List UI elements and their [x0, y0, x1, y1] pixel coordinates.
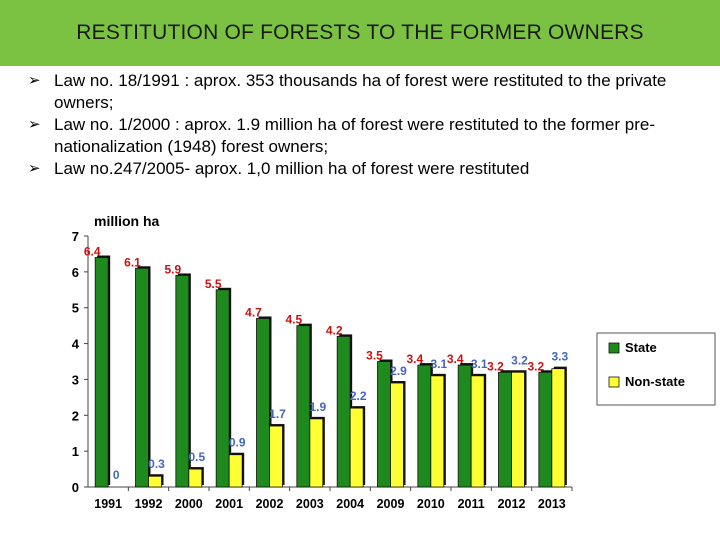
page-title: RESTITUTION OF FORESTS TO THE FORMER OWN…	[76, 21, 644, 44]
x-tick-label: 2000	[175, 497, 203, 511]
data-label: 0.9	[229, 436, 246, 450]
data-label: 0.3	[148, 457, 165, 471]
arrowhead-right-icon: ➢	[28, 116, 41, 133]
bar-non-state	[349, 407, 364, 488]
y-tick-label: 4	[72, 337, 80, 352]
legend-swatch	[608, 376, 620, 388]
bullet-text: Law no. 18/1991 : aprox. 353 thousands h…	[54, 71, 667, 112]
legend-swatch	[608, 342, 620, 354]
data-label: 3.2	[487, 359, 504, 373]
data-label: 3.2	[511, 353, 528, 367]
x-tick-label: 1991	[94, 497, 122, 511]
bar-non-state	[228, 454, 243, 488]
bar-non-state	[188, 468, 203, 488]
data-label: 1.9	[309, 400, 326, 414]
bullet-item: ➢ Law no. 18/1991 : aprox. 353 thousands …	[28, 70, 718, 114]
data-label: 3.4	[406, 352, 423, 366]
data-label: 2.9	[390, 364, 407, 378]
bullet-text: Law no.247/2005- aprox. 1,0 million ha o…	[54, 159, 530, 178]
title-bar: RESTITUTION OF FORESTS TO THE FORMER OWN…	[0, 0, 720, 66]
bar-non-state	[390, 382, 404, 488]
bullet-text: Law no. 1/2000 : aprox. 1.9 million ha o…	[54, 115, 655, 156]
bullet-item: ➢ Law no.247/2005- aprox. 1,0 million ha …	[28, 158, 718, 180]
arrowhead-right-icon: ➢	[28, 72, 41, 89]
data-label: 1.7	[269, 407, 286, 421]
x-tick-label: 2009	[377, 497, 405, 511]
x-tick-label: 2001	[215, 497, 243, 511]
bar-state	[457, 364, 472, 488]
data-label: 6.1	[124, 255, 141, 269]
bar-state	[417, 364, 432, 488]
data-label: 3.3	[551, 350, 568, 364]
bar-state	[498, 371, 512, 488]
bullet-item: ➢ Law no. 1/2000 : aprox. 1.9 million ha …	[28, 114, 718, 158]
data-label: 5.9	[164, 262, 181, 276]
data-label: 5.5	[205, 277, 222, 291]
data-label: 0	[113, 468, 120, 482]
bar-state	[377, 361, 391, 488]
data-label: 4.2	[326, 323, 343, 337]
bar-state	[175, 275, 190, 488]
y-tick-label: 2	[72, 408, 79, 423]
x-tick-label: 2013	[538, 497, 566, 511]
y-tick-label: 7	[72, 229, 79, 244]
bar-state	[336, 335, 351, 488]
x-tick-label: 2010	[417, 497, 445, 511]
x-tick-label: 2004	[336, 497, 364, 511]
bar-non-state	[148, 475, 162, 488]
legend-label: State	[625, 340, 657, 355]
x-tick-label: 1992	[135, 497, 163, 511]
bar-state	[296, 325, 311, 488]
legend-label: Non-state	[625, 374, 685, 389]
data-label: 3.2	[527, 359, 544, 373]
y-tick-label: 1	[72, 444, 79, 459]
y-tick-label: 0	[72, 480, 79, 495]
data-label: 0.5	[188, 450, 205, 464]
y-axis-label: million ha	[94, 213, 160, 229]
data-label: 3.1	[430, 357, 447, 371]
data-label: 2.2	[350, 389, 367, 403]
bar-non-state	[470, 375, 485, 488]
data-label: 4.7	[245, 305, 262, 319]
data-label: 4.5	[285, 313, 302, 327]
data-label: 3.5	[366, 349, 383, 363]
bar-state	[256, 318, 270, 488]
bar-state	[94, 257, 109, 488]
bullet-list: ➢ Law no. 18/1991 : aprox. 353 thousands …	[28, 70, 718, 180]
bar-state	[215, 289, 230, 488]
bar-state	[135, 267, 149, 488]
x-tick-label: 2003	[296, 497, 324, 511]
bar-non-state	[269, 425, 283, 488]
data-label: 3.4	[447, 352, 464, 366]
data-label: 6.4	[84, 245, 101, 259]
y-tick-label: 5	[72, 301, 79, 316]
bar-non-state	[309, 418, 324, 488]
bar-state	[538, 371, 553, 488]
data-label: 3.1	[471, 357, 488, 371]
y-tick-label: 3	[72, 372, 79, 387]
bar-non-state	[551, 368, 566, 488]
bar-non-state	[511, 371, 525, 488]
x-tick-label: 2011	[458, 497, 485, 511]
y-tick-label: 6	[72, 265, 79, 280]
x-tick-label: 2002	[256, 497, 284, 511]
x-tick-label: 2012	[498, 497, 526, 511]
arrowhead-right-icon: ➢	[28, 160, 41, 177]
bar-non-state	[430, 375, 445, 488]
